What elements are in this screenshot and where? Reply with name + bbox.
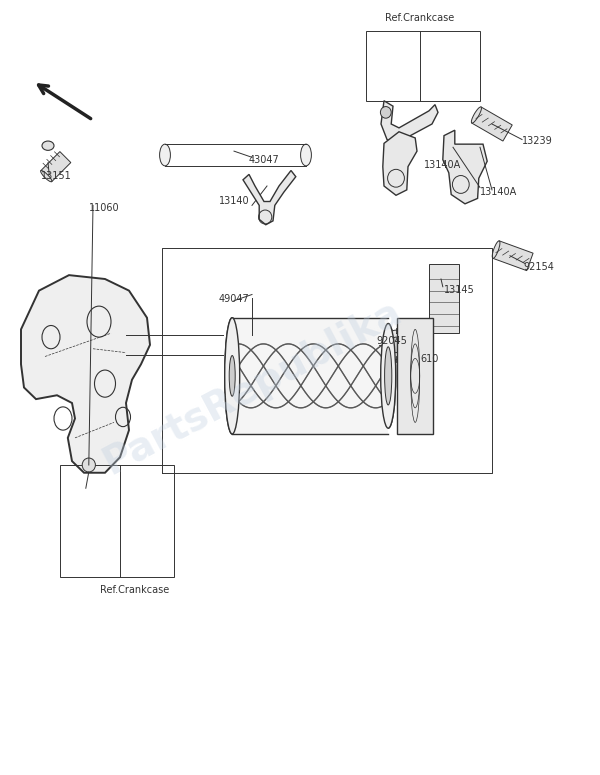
Ellipse shape <box>301 144 311 166</box>
Polygon shape <box>443 130 487 204</box>
Text: 43047: 43047 <box>249 156 280 165</box>
Ellipse shape <box>82 458 95 472</box>
Text: 13140A: 13140A <box>424 160 461 170</box>
Polygon shape <box>232 318 388 434</box>
Text: 610: 610 <box>420 354 439 363</box>
Ellipse shape <box>224 318 240 434</box>
Ellipse shape <box>229 356 235 396</box>
Ellipse shape <box>492 241 500 258</box>
FancyBboxPatch shape <box>397 318 433 434</box>
Ellipse shape <box>381 324 396 428</box>
Text: PartsRepublika: PartsRepublika <box>96 293 408 482</box>
Polygon shape <box>41 152 71 181</box>
Ellipse shape <box>472 107 481 123</box>
Text: 92045: 92045 <box>377 336 407 346</box>
Text: 92154: 92154 <box>523 262 554 271</box>
Polygon shape <box>381 101 438 143</box>
Ellipse shape <box>385 330 407 360</box>
Polygon shape <box>405 347 429 366</box>
Polygon shape <box>383 132 417 195</box>
Ellipse shape <box>380 106 391 118</box>
Polygon shape <box>493 241 533 270</box>
Ellipse shape <box>385 347 392 405</box>
Text: 49047: 49047 <box>219 294 250 304</box>
Polygon shape <box>21 275 150 473</box>
Polygon shape <box>243 170 296 225</box>
Ellipse shape <box>403 347 407 366</box>
Text: 13145: 13145 <box>444 285 475 294</box>
Text: Ref.Crankcase: Ref.Crankcase <box>385 13 455 23</box>
Ellipse shape <box>390 337 402 353</box>
Ellipse shape <box>41 170 52 182</box>
Polygon shape <box>472 107 512 141</box>
Ellipse shape <box>224 318 240 434</box>
Text: 13239: 13239 <box>522 136 553 146</box>
Text: 13140: 13140 <box>219 197 250 206</box>
Text: 13151: 13151 <box>41 171 71 181</box>
FancyBboxPatch shape <box>429 264 459 333</box>
Text: 11060: 11060 <box>89 203 119 212</box>
Text: 13140A: 13140A <box>480 188 517 197</box>
Ellipse shape <box>229 356 235 396</box>
Ellipse shape <box>42 141 54 150</box>
Ellipse shape <box>121 335 131 355</box>
Ellipse shape <box>385 347 392 405</box>
Ellipse shape <box>381 324 396 428</box>
Text: Ref.Crankcase: Ref.Crankcase <box>100 585 170 595</box>
Ellipse shape <box>160 144 170 166</box>
